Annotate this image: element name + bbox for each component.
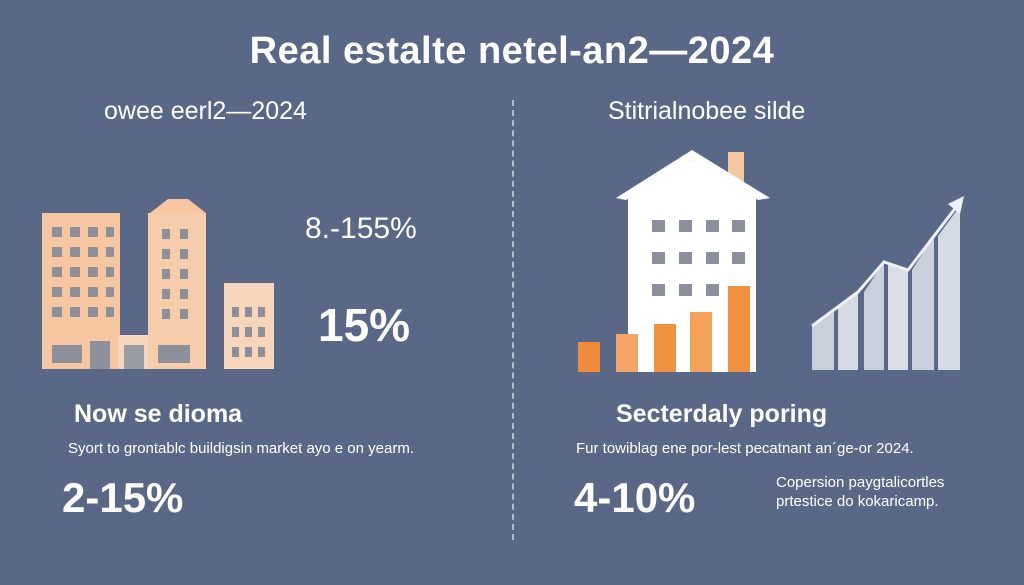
tall-building-right	[148, 199, 206, 369]
right-subtitle: Stitrialnobee silde	[608, 97, 806, 125]
left-subtitle: owee eerl2—2024	[104, 97, 307, 125]
trend-arrow-icon	[948, 196, 964, 214]
buildings-illustration	[42, 199, 274, 369]
house-icon	[616, 150, 770, 372]
tall-building-left	[42, 213, 120, 369]
infographic-title: Real estalte netel-an2—2024	[249, 30, 775, 72]
stat-primary: 8.-155%	[305, 212, 417, 245]
right-note: Copersion paygtalicortles prtestice do k…	[776, 474, 945, 510]
right-description: Fur towiblag ene por-lest pecatnant an´g…	[576, 440, 914, 457]
right-bottom-stat: 4-10%	[574, 474, 696, 521]
right-heading: Secterdaly poring	[616, 400, 828, 428]
left-bottom-stat: 2-15%	[62, 474, 184, 521]
growth-trend-line	[811, 201, 962, 328]
growth-chart-illustration	[811, 196, 964, 370]
left-heading: Now se dioma	[74, 400, 243, 428]
small-building	[224, 283, 274, 369]
house-bar-chart-illustration	[578, 150, 770, 372]
left-description: Syort to grontablc buildigsin market ayo…	[68, 440, 415, 457]
stat-secondary: 15%	[318, 299, 411, 351]
section-divider	[512, 100, 514, 540]
orange-bar-chart	[578, 286, 750, 372]
